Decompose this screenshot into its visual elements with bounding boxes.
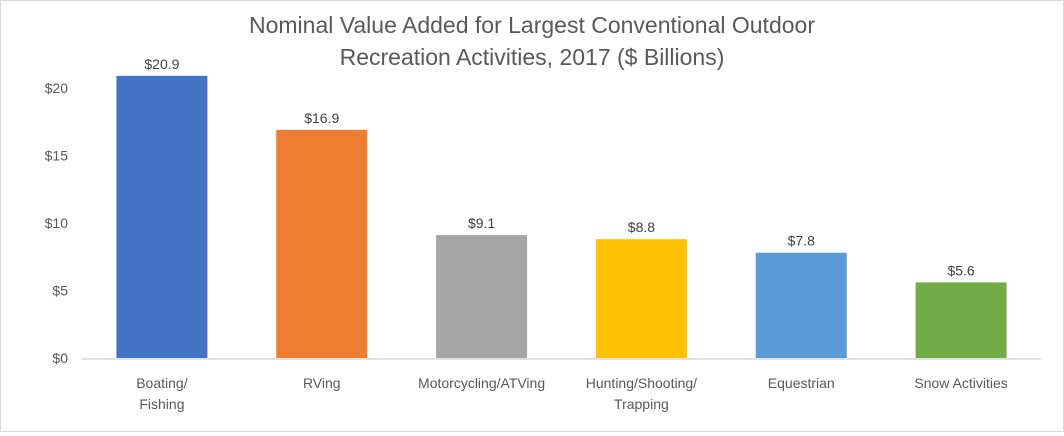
x-tick-label: Trapping (614, 396, 669, 412)
data-label: $20.9 (144, 56, 179, 72)
y-tick-label: $10 (45, 215, 69, 231)
y-tick-label: $20 (45, 80, 69, 96)
bar (276, 129, 368, 358)
y-tick-label: $0 (52, 350, 68, 366)
y-tick-label: $5 (52, 283, 68, 299)
bar (755, 252, 847, 358)
data-label: $8.8 (628, 219, 655, 235)
x-tick-label: Fishing (139, 396, 184, 412)
bar (595, 239, 687, 358)
x-tick-label: Hunting/Shooting/ (586, 375, 697, 391)
data-label: $9.1 (468, 215, 495, 231)
x-tick-label: Equestrian (768, 375, 835, 391)
bar (915, 282, 1007, 358)
x-tick-label: RVing (303, 375, 341, 391)
x-tick-label: Motorcycling/ATVing (418, 375, 545, 391)
bar (116, 75, 208, 358)
x-tick-label: Snow Activities (914, 375, 1007, 391)
chart-title-line: Recreation Activities, 2017 ($ Billions) (340, 44, 725, 70)
data-label: $16.9 (304, 110, 339, 126)
y-tick-label: $15 (45, 148, 69, 164)
bar (436, 235, 528, 358)
data-label: $5.6 (947, 262, 974, 278)
data-label: $7.8 (788, 233, 815, 249)
chart-title-line: Nominal Value Added for Largest Conventi… (249, 12, 815, 38)
x-tick-label: Boating/ (136, 375, 187, 391)
